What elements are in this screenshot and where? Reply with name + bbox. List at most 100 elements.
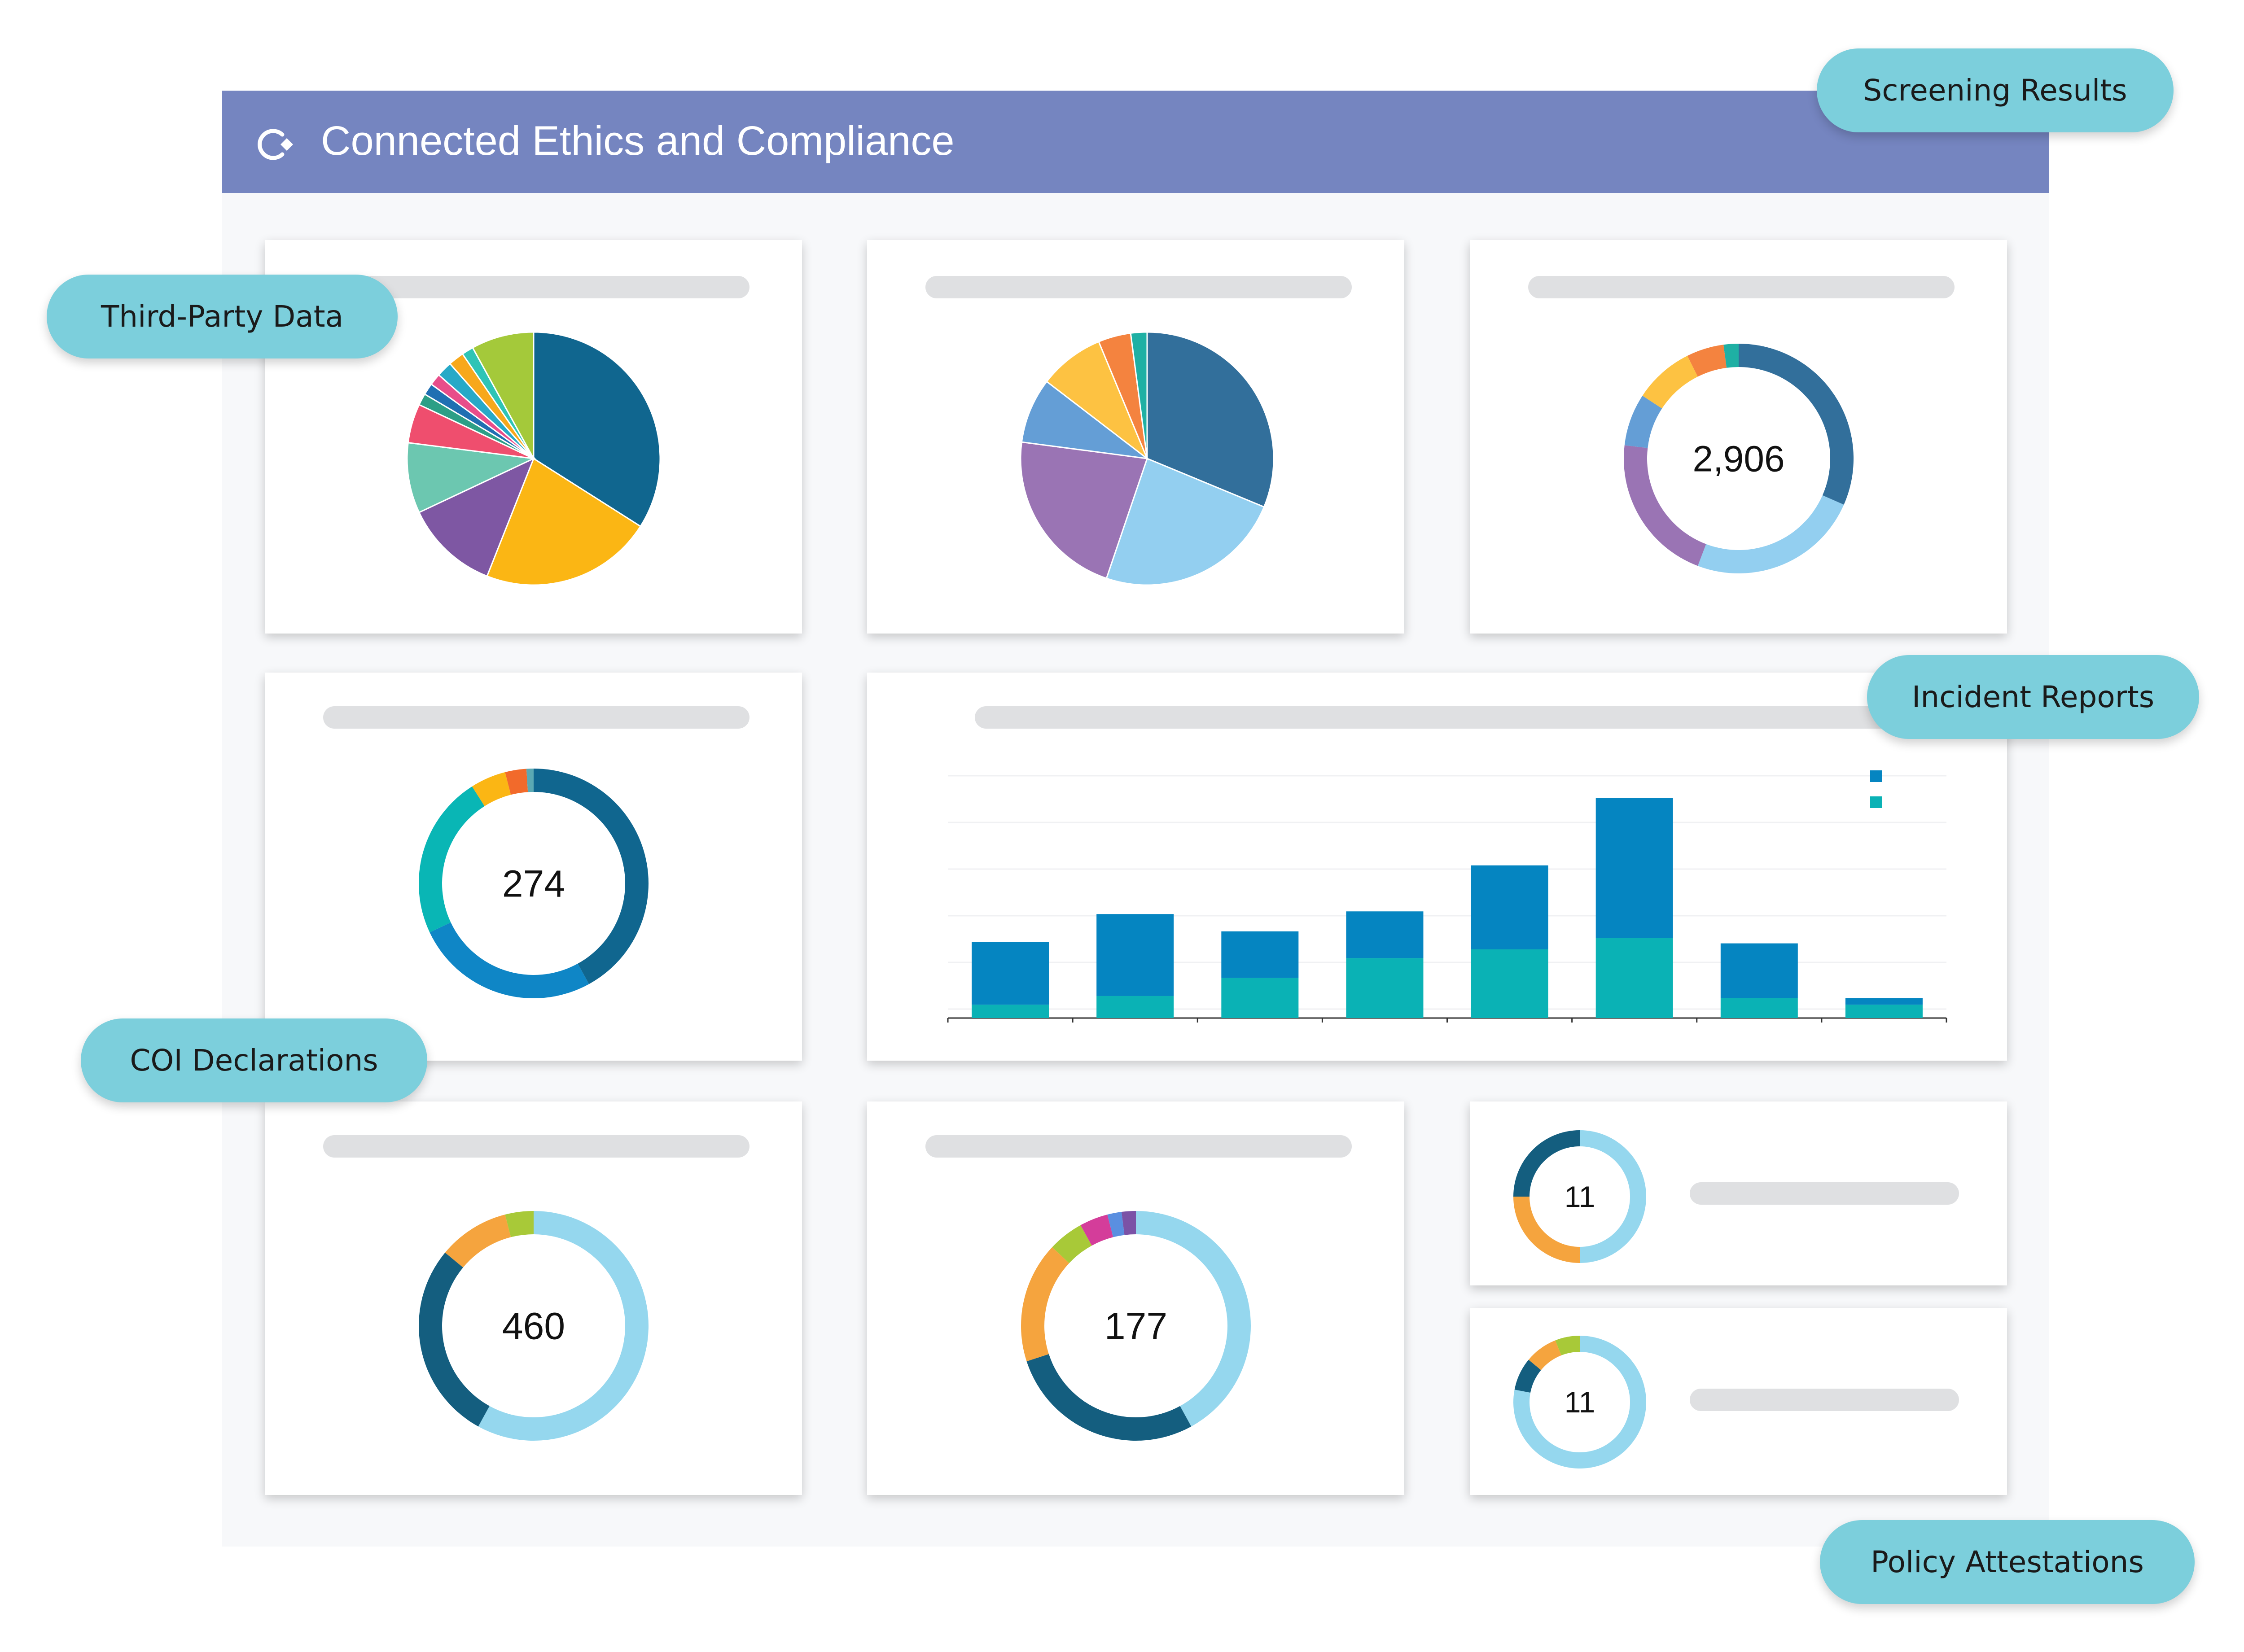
donut-segment-0[interactable] xyxy=(1580,1130,1646,1263)
donut-segment-1[interactable] xyxy=(1697,495,1844,573)
pie-slice-4[interactable] xyxy=(1046,341,1149,461)
donut-segment-0[interactable] xyxy=(534,769,649,984)
dashboard-panel: Connected Ethics and Compliance 2,906 27… xyxy=(222,91,2049,1547)
bar-segment[interactable] xyxy=(1471,865,1548,949)
bar-segment[interactable] xyxy=(1346,958,1424,1018)
donut-segment-1[interactable] xyxy=(1026,1354,1192,1441)
pie-slice-3[interactable] xyxy=(406,441,536,514)
label-screening-results: Screening Results xyxy=(1817,48,2174,132)
pie-slice-2[interactable] xyxy=(1020,441,1148,579)
bar-segment[interactable] xyxy=(1595,798,1673,938)
bar-segment[interactable] xyxy=(1720,943,1798,998)
donut-segment-3[interactable] xyxy=(505,1211,534,1237)
donut-segment-4[interactable] xyxy=(1080,1215,1113,1246)
coi-donut-chart: 460 xyxy=(418,1211,649,1441)
donut-segment-4[interactable] xyxy=(505,769,528,795)
donut-segment-0[interactable] xyxy=(1739,344,1854,505)
card-177-donut[interactable]: 177 xyxy=(867,1101,1404,1495)
legend-swatch xyxy=(1870,770,1882,782)
label-coi-declarations: COI Declarations xyxy=(81,1018,427,1102)
donut-segment-3[interactable] xyxy=(1555,1336,1580,1355)
card-title-placeholder xyxy=(1690,1389,1959,1411)
label-policy-attestations: Policy Attestations xyxy=(1820,1520,2195,1604)
screening-donut-chart: 2,906 xyxy=(1624,344,1854,573)
label-third-party-data: Third-Party Data xyxy=(47,275,398,358)
donut-center-value: 177 xyxy=(1104,1305,1167,1347)
donut-segment-2[interactable] xyxy=(419,786,485,932)
card-title-placeholder xyxy=(323,276,749,298)
pie-slice-0[interactable] xyxy=(1146,331,1275,508)
donut-segment-1[interactable] xyxy=(1513,1197,1580,1263)
donut-segment-1[interactable] xyxy=(430,922,589,998)
bar-segment[interactable] xyxy=(972,942,1049,1005)
bar-segment[interactable] xyxy=(1346,911,1424,958)
donut-segment-2[interactable] xyxy=(1021,1247,1069,1362)
card-third-party-pie[interactable] xyxy=(265,240,802,634)
donut-segment-3[interactable] xyxy=(1624,395,1662,448)
card-policy-2[interactable]: 11 xyxy=(1470,1308,2007,1495)
bar-segment[interactable] xyxy=(1720,998,1798,1018)
incidents-bar-chart xyxy=(947,770,1947,1023)
donut-center-value: 11 xyxy=(1565,1385,1595,1419)
donut-center-value: 460 xyxy=(502,1305,565,1347)
third-party-pie-chart xyxy=(406,331,661,586)
bar-segment[interactable] xyxy=(1221,978,1299,1018)
donut-segment-5[interactable] xyxy=(1107,1212,1125,1237)
pie-slice-0[interactable] xyxy=(533,331,661,528)
card-incidents-donut[interactable]: 274 xyxy=(265,673,802,1061)
bar-segment[interactable] xyxy=(1845,1005,1923,1018)
card-screening-donut[interactable]: 2,906 xyxy=(1470,240,2007,634)
card-title-placeholder xyxy=(1690,1182,1959,1205)
screening-pie-chart xyxy=(1020,331,1275,586)
donut-segment-3[interactable] xyxy=(1052,1225,1092,1263)
app-title: Connected Ethics and Compliance xyxy=(321,118,955,164)
donut-segment-3[interactable] xyxy=(472,772,511,806)
pie-slice-6[interactable] xyxy=(1130,331,1148,459)
bar-segment[interactable] xyxy=(1096,996,1174,1018)
bar-segment[interactable] xyxy=(1471,949,1548,1018)
donut-segment-2[interactable] xyxy=(1624,445,1706,566)
donut-segment-6[interactable] xyxy=(1723,344,1739,368)
donut-segment-0[interactable] xyxy=(1136,1211,1251,1427)
label-incident-reports: Incident Reports xyxy=(1867,655,2199,739)
donut-segment-1[interactable] xyxy=(1514,1359,1541,1393)
pie-slice-2[interactable] xyxy=(418,457,535,577)
bar-segment[interactable] xyxy=(1221,931,1299,978)
donut-segment-4[interactable] xyxy=(1642,355,1698,409)
bar-segment[interactable] xyxy=(1595,938,1673,1018)
incidents-donut-chart: 274 xyxy=(419,769,649,998)
card-screening-pie[interactable] xyxy=(867,240,1404,634)
bar-segment[interactable] xyxy=(1845,998,1923,1005)
card-title-placeholder xyxy=(323,1135,749,1158)
pie-slice-11[interactable] xyxy=(472,331,535,459)
bar-segment[interactable] xyxy=(972,1005,1049,1018)
card-title-placeholder xyxy=(1528,276,1955,298)
donut-segment-0[interactable] xyxy=(478,1211,649,1441)
donut-segment-2[interactable] xyxy=(445,1215,511,1267)
declarations-donut-chart: 177 xyxy=(1021,1211,1251,1441)
donut-segment-2[interactable] xyxy=(1513,1130,1580,1197)
donut-segment-6[interactable] xyxy=(1121,1211,1136,1235)
card-title-placeholder xyxy=(925,276,1352,298)
policy-donut-chart-1: 11 xyxy=(1513,1130,1646,1263)
donut-center-value: 274 xyxy=(502,862,565,905)
card-policy-1[interactable]: 11 xyxy=(1470,1101,2007,1285)
donut-center-value: 2,906 xyxy=(1692,439,1784,480)
donut-center-value: 11 xyxy=(1565,1180,1595,1213)
bar-segment[interactable] xyxy=(1096,914,1174,996)
app-header: Connected Ethics and Compliance xyxy=(222,91,2049,193)
card-title-placeholder xyxy=(925,1135,1352,1158)
pie-slice-1[interactable] xyxy=(1105,458,1265,586)
donut-segment-5[interactable] xyxy=(1687,345,1727,377)
pie-slice-3[interactable] xyxy=(1021,380,1150,460)
donut-segment-1[interactable] xyxy=(418,1252,490,1427)
donut-segment-5[interactable] xyxy=(526,769,534,792)
card-title-placeholder xyxy=(323,706,749,729)
donut-segment-2[interactable] xyxy=(1528,1340,1561,1370)
pie-slice-1[interactable] xyxy=(486,457,642,586)
legend-swatch xyxy=(1870,796,1882,808)
refresh-cycle-icon xyxy=(258,129,293,160)
card-title-placeholder xyxy=(975,706,1908,729)
card-incidents-bar[interactable] xyxy=(867,673,2007,1061)
card-coi-donut[interactable]: 460 xyxy=(265,1101,802,1495)
